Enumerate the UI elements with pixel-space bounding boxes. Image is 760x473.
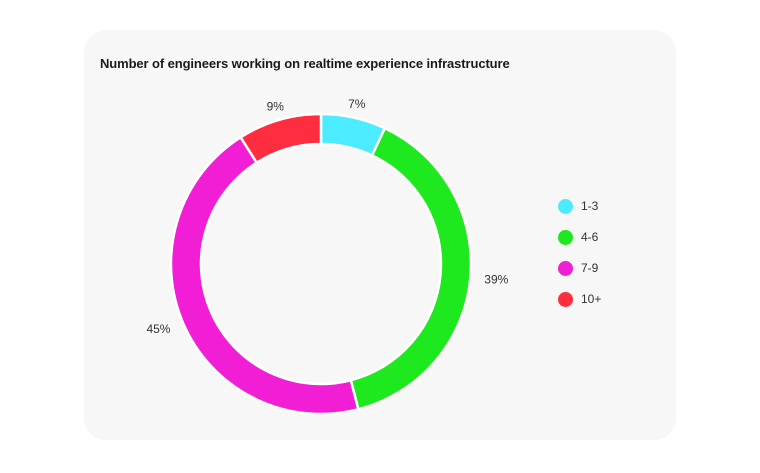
legend-swatch: [558, 229, 573, 245]
chart-legend: 1-3 4-6 7-9 10+: [558, 198, 601, 322]
donut-slice-7-9: [169, 136, 360, 416]
legend-item: 1-3: [558, 198, 601, 214]
donut-slice-4-6: [349, 127, 473, 411]
donut-chart: 7% 39% 45% 9%: [146, 97, 509, 416]
donut-slices: [169, 112, 473, 416]
donut-slice-10-: [239, 112, 323, 164]
slice-value-label: 7%: [348, 97, 366, 111]
chart-card: Number of engineers working on realtime …: [84, 30, 676, 440]
chart-title: Number of engineers working on realtime …: [100, 56, 510, 71]
slice-labels: 7% 39% 45% 9%: [146, 97, 508, 336]
legend-item: 4-6: [558, 229, 601, 245]
legend-label: 4-6: [581, 230, 599, 244]
slice-value-label: 39%: [484, 272, 508, 286]
legend-label: 7-9: [581, 261, 599, 275]
legend-item: 7-9: [558, 260, 601, 276]
legend-label: 10+: [581, 292, 602, 306]
legend-item: 10+: [558, 291, 601, 307]
slice-value-label: 9%: [267, 100, 285, 114]
legend-swatch: [558, 291, 573, 307]
legend-swatch: [558, 260, 573, 276]
legend-swatch: [558, 198, 573, 214]
slice-value-label: 45%: [146, 322, 170, 336]
legend-label: 1-3: [581, 199, 599, 213]
